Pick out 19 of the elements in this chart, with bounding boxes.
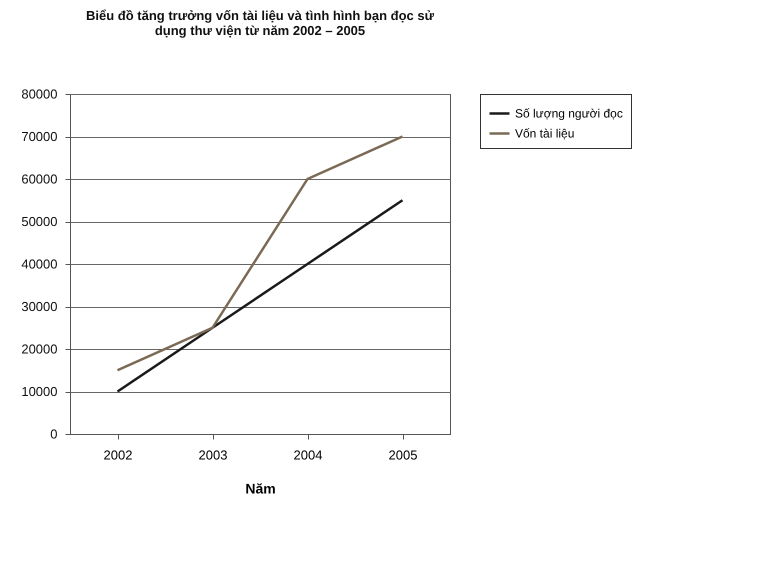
x-tick-label: 2003 [198,448,228,462]
legend-label: Số lượng người đọc [515,106,623,120]
line-series [116,135,404,372]
y-tick-label: 60000 [21,172,58,186]
y-tick-label: 10000 [21,384,58,399]
y-tick-label: 50000 [21,214,58,229]
y-tick-label: 40000 [21,256,58,272]
x-tick-label: 2002 [104,448,132,462]
y-tick-label: 0 [50,426,58,442]
chart-title: Biểu đồ tăng trưởng vốn tài liệu và tình hình bạn đọc sử dụng thư viện từ năm 2002 – 2005 [86,8,435,38]
y-tick-label: 70000 [21,129,58,144]
y-tick-label: 80000 [21,86,58,102]
x-axis-title: Năm [245,480,276,496]
y-tick-label: 20000 [21,342,58,356]
x-tick-label: 2005 [388,448,418,462]
line-series [116,199,404,393]
x-tick-label: 2004 [294,448,322,462]
legend-label: Vốn tài liệu [515,126,574,140]
y-tick-label: 30000 [21,299,58,314]
